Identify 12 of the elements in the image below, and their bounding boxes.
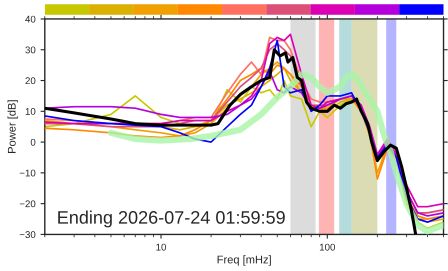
y-tick-label: −20 (20, 200, 36, 208)
y-tick-label: 40 (25, 16, 36, 23)
y-tick-label: 20 (25, 77, 36, 84)
y-tick-label: −30 (20, 231, 36, 238)
y-tick-label: 30 (25, 46, 36, 54)
y-tick-label: 0 (30, 138, 36, 146)
x-axis-title: Freq [mHz] (218, 255, 271, 266)
y-axis-title: Power [dB] (8, 100, 18, 153)
y-tick-label: 10 (26, 108, 36, 115)
y-tick-label: −10 (20, 170, 36, 176)
annotation: Ending 2026-07-24 01:59:59 (58, 210, 285, 228)
x-tick-label: 100 (320, 244, 336, 251)
